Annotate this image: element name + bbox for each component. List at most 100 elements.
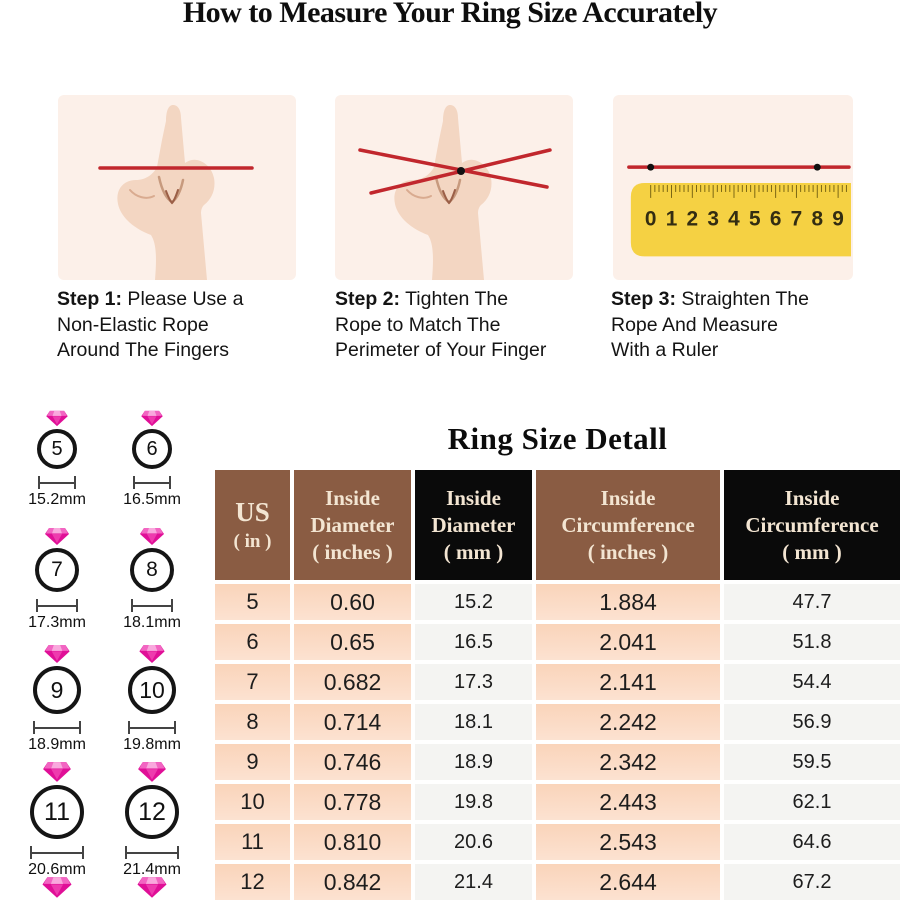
ring-size-icon-8: 8 18.1mm (107, 527, 197, 632)
ring-circle: 7 (35, 548, 79, 592)
svg-text:5: 5 (749, 208, 761, 231)
ring-size-icon-10: 10 19.8mm (107, 644, 197, 754)
table-cell: 0.65 (294, 624, 411, 660)
diameter-label: 21.4mm (123, 861, 181, 878)
ring-circle: 12 (125, 785, 179, 839)
hand-icon (393, 103, 493, 280)
table-cell: 17.3 (415, 664, 532, 700)
header-us: US ( in ) (215, 470, 290, 580)
step1-illustration (58, 95, 296, 280)
table-cell: 11 (215, 824, 290, 860)
table-cell: 2.342 (536, 744, 720, 780)
svg-text:7: 7 (791, 208, 803, 231)
svg-text:0: 0 (645, 208, 657, 231)
ring-size-icon-partial (12, 876, 102, 900)
ring-circle: 10 (128, 666, 176, 714)
ring-diamond-icon (137, 876, 167, 899)
table-cell: 67.2 (724, 864, 900, 900)
ring-diamond-icon (141, 410, 163, 427)
table-cell: 2.443 (536, 784, 720, 820)
step3-caption: Step 3: Straighten The Rope And Measure … (611, 288, 809, 361)
table-cell: 15.2 (415, 584, 532, 620)
table-cell: 20.6 (415, 824, 532, 860)
ring-circle: 9 (33, 666, 81, 714)
hand-icon (116, 103, 216, 280)
ring-diamond-icon (42, 876, 72, 899)
header-inside-circumference-mm: Inside Circumference ( mm ) (724, 470, 900, 580)
diameter-label: 15.2mm (28, 491, 86, 508)
ring-size-icon-7: 7 17.3mm (12, 527, 102, 632)
table-cell: 62.1 (724, 784, 900, 820)
table-cell: 56.9 (724, 704, 900, 740)
table-cell: 54.4 (724, 664, 900, 700)
svg-text:3: 3 (707, 208, 719, 231)
diameter-bracket-icon (133, 476, 171, 489)
diameter-bracket-icon (36, 599, 78, 612)
table-cell: 2.543 (536, 824, 720, 860)
ring-diamond-icon (44, 644, 70, 664)
svg-text:8: 8 (811, 208, 823, 231)
table-cell: 12 (215, 864, 290, 900)
table-cell: 0.746 (294, 744, 411, 780)
ring-diamond-icon (139, 644, 165, 664)
step2-illustration (335, 95, 573, 280)
diameter-bracket-icon (30, 846, 84, 859)
ring-size-icon-12: 12 21.4mm (107, 761, 197, 879)
ring-diamond-icon (46, 410, 68, 427)
table-cell: 2.644 (536, 864, 720, 900)
ring-diamond-icon (138, 761, 166, 783)
diameter-label: 19.8mm (123, 736, 181, 753)
table-cell: 1.884 (536, 584, 720, 620)
table-cell: 6 (215, 624, 290, 660)
table-cell: 9 (215, 744, 290, 780)
ring-size-icon-5: 5 15.2mm (12, 410, 102, 509)
table-cell: 59.5 (724, 744, 900, 780)
ring-diamond-icon (45, 527, 69, 546)
diameter-label: 18.9mm (28, 736, 86, 753)
diameter-bracket-icon (125, 846, 179, 859)
svg-text:9: 9 (832, 208, 844, 231)
table-cell: 2.041 (536, 624, 720, 660)
ring-size-icon-11: 11 20.6mm (12, 761, 102, 879)
ring-diamond-icon (140, 527, 164, 546)
diameter-bracket-icon (128, 721, 176, 734)
rope-line-icon (627, 163, 851, 171)
diameter-label: 16.5mm (123, 491, 181, 508)
diameter-label: 17.3mm (28, 614, 86, 631)
diameter-bracket-icon (38, 476, 76, 489)
table-cell: 2.141 (536, 664, 720, 700)
ring-size-icon-9: 9 18.9mm (12, 644, 102, 754)
table-cell: 10 (215, 784, 290, 820)
svg-text:4: 4 (728, 208, 740, 231)
table-cell: 19.8 (415, 784, 532, 820)
svg-text:1: 1 (666, 208, 678, 231)
table-cell: 5 (215, 584, 290, 620)
diameter-bracket-icon (33, 721, 81, 734)
diameter-label: 20.6mm (28, 861, 86, 878)
ring-diamond-icon (43, 761, 71, 783)
table-cell: 18.1 (415, 704, 532, 740)
table-cell: 16.5 (415, 624, 532, 660)
ring-circle: 11 (30, 785, 84, 839)
ring-circle: 6 (132, 429, 172, 469)
ring-size-table: US ( in ) Inside Diameter ( inches ) Ins… (215, 470, 900, 900)
table-cell: 18.9 (415, 744, 532, 780)
table-cell: 2.242 (536, 704, 720, 740)
table-cell: 8 (215, 704, 290, 740)
table-cell: 0.842 (294, 864, 411, 900)
table-cell: 0.778 (294, 784, 411, 820)
table-cell: 47.7 (724, 584, 900, 620)
header-inside-diameter-mm: Inside Diameter ( mm ) (415, 470, 532, 580)
chart-title: Ring Size Detall (447, 421, 668, 456)
ring-circle: 5 (37, 429, 77, 469)
rope-cross-icon (358, 148, 552, 195)
ring-size-icon-6: 6 16.5mm (107, 410, 197, 509)
table-cell: 21.4 (415, 864, 532, 900)
table-cell: 0.810 (294, 824, 411, 860)
table-cell: 51.8 (724, 624, 900, 660)
page-title: How to Measure Your Ring Size Accurately (182, 0, 718, 29)
